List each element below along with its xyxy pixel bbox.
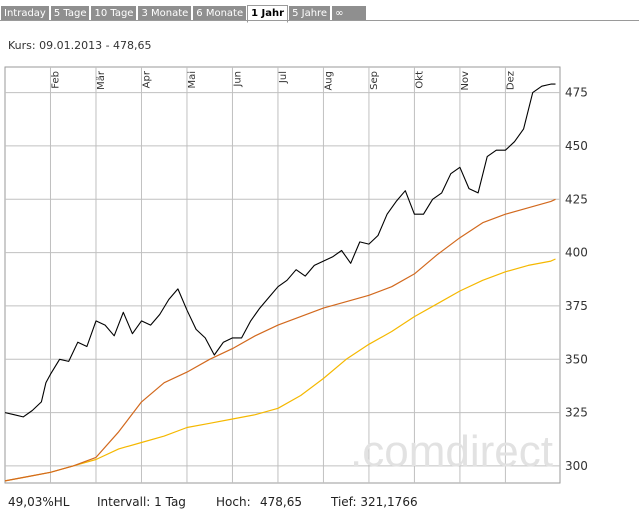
tab-6[interactable]: 5 Jahre [288, 5, 332, 21]
tab-baseline [0, 20, 639, 21]
tab-1[interactable]: 5 Tage [49, 5, 91, 21]
month-label: Sep [369, 71, 380, 90]
y-tick-label: 475 [565, 86, 588, 100]
month-label: Jul [278, 71, 289, 84]
month-label: Jun [232, 71, 243, 88]
month-label: Mai [187, 71, 198, 89]
tab-3[interactable]: 3 Monate [137, 5, 193, 21]
tab-5[interactable]: 1 Jahr [247, 5, 289, 23]
plot-frame [4, 66, 561, 484]
y-tick-label: 425 [565, 192, 588, 206]
month-label: Feb [50, 71, 61, 89]
y-tick-label: 400 [565, 246, 588, 260]
y-axis-labels: 300 325 350 375 400 425 450 475 [565, 86, 588, 473]
chart-series [4, 83, 556, 482]
y-tick-label: 375 [565, 299, 588, 313]
month-labels: Feb Mär Apr Mai Jun Jul Aug Sep Okt Nov Dez [50, 70, 516, 90]
footer-tief: Tief: 321,1766 [331, 495, 418, 509]
month-label: Mär [96, 70, 107, 90]
month-label: Dez [505, 71, 516, 90]
footer-intervall: Intervall: 1 Tag [97, 495, 186, 509]
footer-hl: 49,03%HL [8, 495, 70, 509]
chart-grid [4, 66, 561, 484]
footer-hoch-label: Hoch: [216, 495, 251, 509]
month-label: Nov [460, 71, 471, 91]
y-tick-label: 450 [565, 139, 588, 153]
price-label: Kurs: 09.01.2013 - 478,65 [8, 39, 152, 52]
y-tick-label: 300 [565, 459, 588, 473]
footer-hoch-value: 478,65 [260, 495, 302, 509]
month-label: Aug [323, 71, 334, 91]
timeframe-tabs: Intraday 5 Tage 10 Tage 3 Monate 6 Monate 1 J… [0, 5, 368, 23]
series-fast-ma [4, 198, 556, 482]
tab-2[interactable]: 10 Tage [90, 5, 138, 21]
comdirect-watermark: .comdirect [350, 427, 553, 476]
chart-footer: 49,03%HL Intervall: 1 Tag Hoch: 478,65 T… [0, 495, 639, 513]
y-tick-label: 350 [565, 352, 588, 366]
tab-7[interactable]: ∞ [331, 5, 368, 21]
tab-4[interactable]: 6 Monate [192, 5, 248, 21]
month-label: Okt [414, 71, 425, 89]
month-label: Apr [141, 70, 152, 88]
tab-0[interactable]: Intraday [0, 5, 50, 21]
y-tick-label: 325 [565, 406, 588, 420]
series-slow-ma [4, 258, 556, 482]
series-price [4, 83, 556, 418]
